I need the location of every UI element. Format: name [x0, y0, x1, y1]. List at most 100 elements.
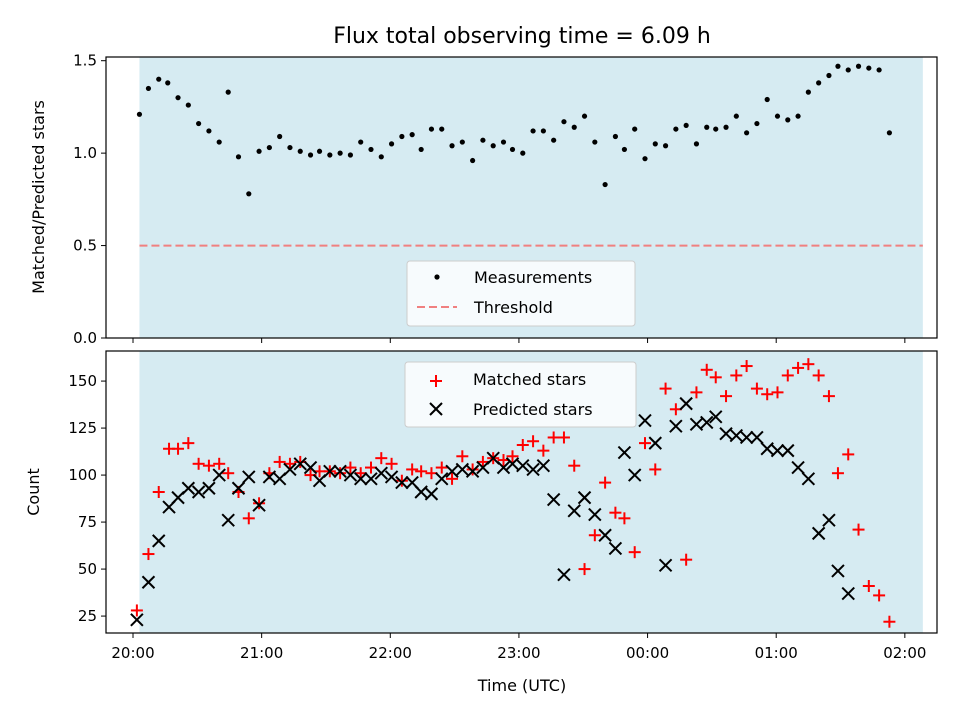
y-tick-label: 150 — [68, 372, 97, 390]
predicted-star-point — [760, 442, 774, 456]
matched-star-point — [781, 369, 794, 382]
predicted-star-point — [130, 613, 144, 627]
predicted-star-point — [465, 464, 480, 479]
predicted-star-point — [231, 481, 246, 495]
matched-star-point — [130, 604, 143, 617]
predicted-star-point — [242, 470, 256, 484]
measurement-point — [693, 141, 700, 147]
measurement-point — [632, 126, 638, 132]
measurement-point — [581, 113, 588, 119]
matched-star-point — [802, 358, 815, 371]
bottom-x-ticks: 20:00 21:00 22:00 23:00 00:00 01:00 02:00 — [111, 633, 926, 662]
y-tick-label: 0.5 — [73, 237, 97, 255]
predicted-star-point — [536, 458, 551, 473]
matched-star-point — [761, 388, 774, 401]
matched-star-point — [709, 371, 722, 384]
measurement-point — [683, 122, 689, 129]
legend-predicted-marker — [429, 402, 443, 416]
measurement-point — [509, 146, 516, 153]
predicted-star-point — [822, 513, 836, 527]
predicted-star-point — [567, 504, 581, 518]
measurement-point — [388, 141, 395, 147]
matched-star-point — [680, 553, 693, 566]
measurement-point — [145, 85, 152, 92]
measurement-point — [246, 191, 252, 197]
legend-threshold-label: Threshold — [473, 298, 553, 317]
measurement-point — [713, 126, 719, 132]
legend-measurements-marker — [434, 274, 440, 280]
measurement-point — [449, 143, 455, 149]
y-tick-label: 50 — [78, 560, 97, 578]
matched-star-point — [831, 467, 844, 480]
measurement-point — [764, 96, 770, 103]
x-tick-label: 01:00 — [755, 644, 798, 662]
predicted-star-point — [283, 462, 297, 477]
matched-star-point — [466, 463, 479, 476]
predicted-star-point — [202, 481, 216, 495]
top-y-axis-label: Matched/Predicted stars — [29, 100, 48, 294]
matched-star-point — [557, 431, 570, 444]
predicted-star-point — [445, 464, 459, 479]
measurement-point — [316, 148, 323, 154]
predicted-star-point — [191, 485, 206, 499]
measurement-point — [642, 156, 648, 162]
measurement-point — [428, 126, 435, 132]
measurement-point — [418, 146, 424, 153]
matched-star-point — [578, 563, 591, 576]
predicted-star-point — [770, 443, 785, 458]
predicted-star-point — [831, 564, 845, 578]
predicted-star-point — [669, 419, 683, 433]
measurement-point — [530, 128, 536, 134]
bottom-axes-frame — [105, 350, 938, 634]
y-tick-label: 125 — [68, 419, 97, 437]
measurement-point — [785, 117, 791, 123]
matched-star-point — [222, 467, 235, 480]
measurement-point — [399, 133, 405, 140]
matched-star-point — [435, 461, 448, 474]
y-tick-label: 75 — [78, 513, 97, 531]
predicted-star-point — [526, 462, 540, 477]
predicted-star-point — [719, 427, 733, 441]
measurement-point — [287, 144, 293, 151]
bottom-y-axis-label: Count — [24, 468, 43, 516]
predicted-star-point — [709, 410, 723, 424]
chart-title: Flux total observing time = 6.09 h — [333, 24, 711, 49]
stars-points — [130, 358, 896, 628]
predicted-star-point — [353, 472, 368, 486]
matched-star-point — [385, 457, 398, 470]
matched-star-point — [344, 461, 357, 474]
matched-star-point — [172, 442, 185, 455]
measurement-point — [206, 128, 212, 134]
y-tick-label: 25 — [78, 607, 97, 625]
bottom-legend: Matched stars Predicted stars — [404, 361, 637, 428]
measurement-point — [592, 139, 598, 145]
measurement-point — [439, 126, 445, 132]
predicted-star-point — [617, 445, 632, 460]
top-legend: Measurements Threshold — [406, 260, 636, 327]
measurement-point — [337, 150, 343, 156]
predicted-star-point — [546, 492, 561, 507]
matched-star-point — [852, 523, 865, 536]
y-tick-label: 100 — [68, 466, 97, 484]
predicted-star-point — [627, 468, 642, 482]
matched-star-point — [638, 437, 651, 450]
predicted-star-point — [841, 586, 855, 601]
measurement-point — [368, 146, 374, 153]
matched-star-point — [516, 439, 529, 451]
matched-star-point — [192, 457, 205, 470]
predicted-star-point — [750, 430, 764, 445]
matched-star-point — [862, 580, 875, 592]
measurement-point — [378, 154, 384, 160]
matched-star-point — [883, 615, 896, 628]
predicted-star-point — [333, 464, 347, 479]
matched-star-point — [842, 448, 855, 461]
measurement-point — [612, 133, 619, 140]
matched-star-point — [599, 476, 612, 489]
measurement-point — [652, 141, 658, 147]
y-tick-label: 1.5 — [73, 52, 97, 70]
measurement-point — [459, 139, 465, 145]
matched-star-point — [537, 444, 550, 457]
measurement-point — [156, 76, 162, 82]
predicted-star-point — [557, 568, 571, 582]
